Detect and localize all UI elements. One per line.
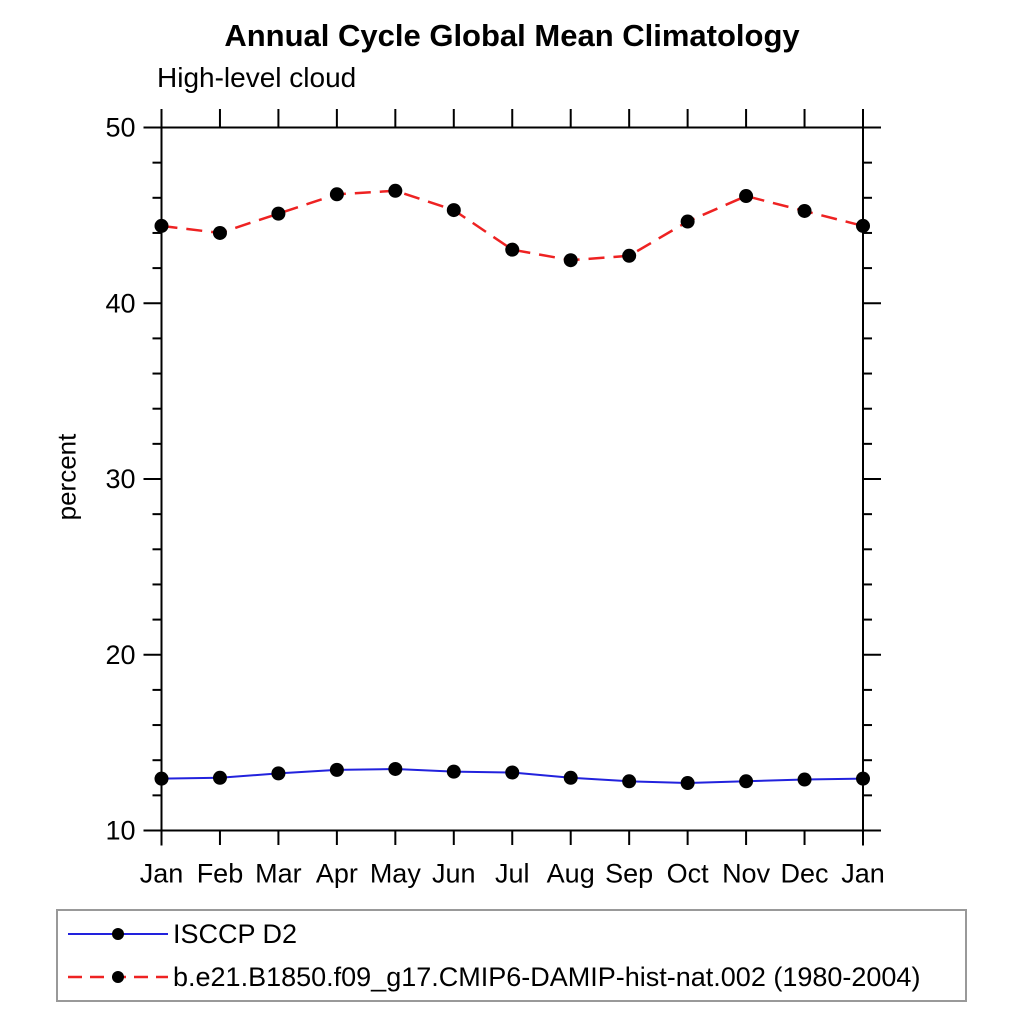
- svg-text:30: 30: [105, 464, 135, 494]
- legend-line-sample-icon: [68, 928, 168, 940]
- svg-text:Dec: Dec: [781, 859, 829, 889]
- svg-text:40: 40: [105, 288, 135, 318]
- svg-text:Oct: Oct: [667, 859, 710, 889]
- svg-text:Mar: Mar: [255, 859, 302, 889]
- legend: ISCCP D2 b.e21.B1850.f09_g17.CMIP6-DAMIP-…: [56, 909, 967, 1002]
- svg-text:Apr: Apr: [316, 859, 358, 889]
- svg-text:May: May: [370, 859, 422, 889]
- svg-text:10: 10: [105, 816, 135, 846]
- chart-subtitle: High-level cloud: [157, 62, 357, 93]
- legend-label: b.e21.B1850.f09_g17.CMIP6-DAMIP-hist-nat…: [173, 961, 921, 992]
- svg-text:Jul: Jul: [495, 859, 530, 889]
- svg-text:Jan: Jan: [140, 859, 184, 889]
- svg-text:Feb: Feb: [197, 859, 244, 889]
- legend-item: b.e21.B1850.f09_g17.CMIP6-DAMIP-hist-nat…: [66, 957, 965, 997]
- chart-title: Annual Cycle Global Mean Climatology: [224, 18, 800, 53]
- svg-text:50: 50: [105, 113, 135, 143]
- svg-text:Aug: Aug: [547, 859, 595, 889]
- legend-item: ISCCP D2: [66, 914, 965, 954]
- svg-text:Sep: Sep: [605, 859, 653, 889]
- svg-text:Jun: Jun: [432, 859, 476, 889]
- svg-text:Jan: Jan: [841, 859, 885, 889]
- svg-text:20: 20: [105, 640, 135, 670]
- svg-text:Nov: Nov: [722, 859, 771, 889]
- legend-line-sample-icon: [68, 971, 168, 983]
- legend-label: ISCCP D2: [173, 918, 298, 949]
